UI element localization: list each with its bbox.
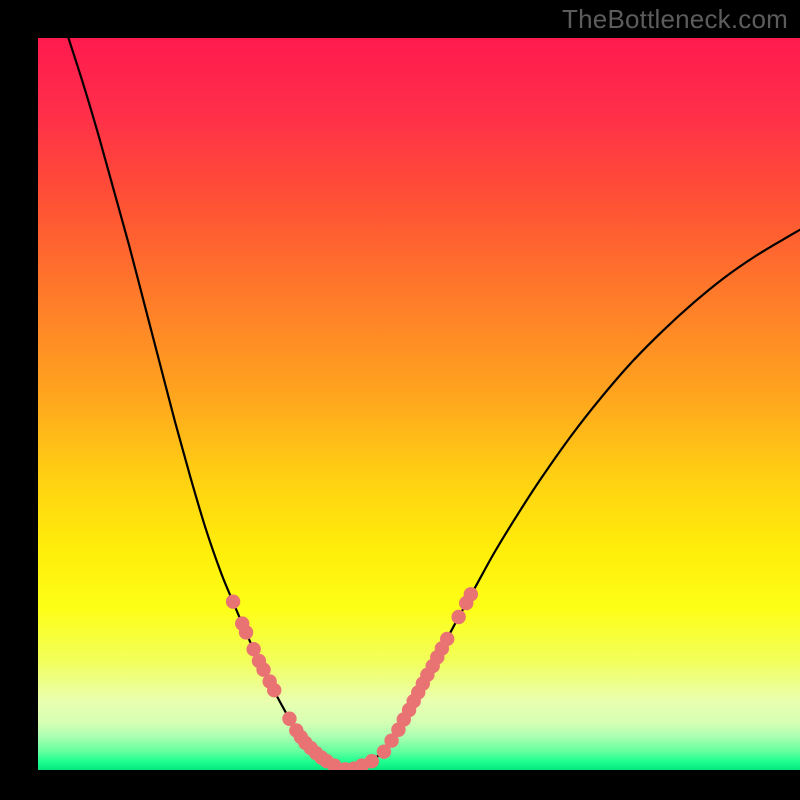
gradient-background <box>38 38 800 770</box>
marker-dot <box>451 610 465 624</box>
plot-area <box>38 38 800 770</box>
plot-svg <box>38 38 800 770</box>
marker-dot <box>267 683 281 697</box>
watermark-text: TheBottleneck.com <box>562 4 788 35</box>
marker-dot <box>464 587 478 601</box>
marker-dot <box>226 594 240 608</box>
marker-dot <box>239 625 253 639</box>
marker-dot <box>365 754 379 768</box>
marker-dot <box>440 632 454 646</box>
